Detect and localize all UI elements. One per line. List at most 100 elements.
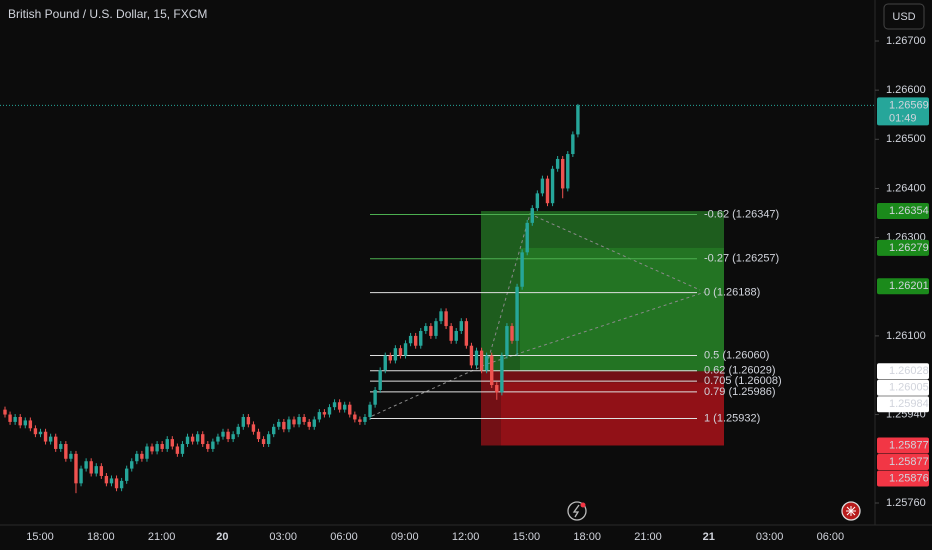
candle-body: [185, 436, 190, 445]
alert-icon[interactable]: [567, 501, 587, 521]
candle-body: [373, 389, 377, 405]
candle-body: [510, 326, 514, 341]
price-badge: [877, 453, 929, 470]
candle-body: [266, 434, 271, 445]
alert-dot[interactable]: [580, 502, 586, 508]
price-badge: [877, 470, 929, 487]
candle-body: [535, 193, 540, 209]
candle-body: [419, 330, 423, 346]
candle-body: [124, 468, 129, 481]
profit-zone: [520, 247, 724, 372]
candle-body: [221, 431, 225, 437]
candle-body: [190, 436, 195, 442]
current-price-label: 1.26569: [889, 99, 929, 111]
currency-label[interactable]: USD: [892, 11, 915, 23]
candle-body: [490, 355, 494, 386]
y-tick-label: 1.26600: [886, 84, 926, 96]
candle-body: [566, 154, 570, 189]
candle-body: [231, 434, 235, 440]
candle-body: [459, 321, 463, 331]
chart-title: British Pound / U.S. Dollar, 15, FXCM: [8, 7, 207, 21]
price-badge: [877, 437, 929, 454]
position-boxes: [481, 211, 724, 446]
x-tick-label: 12:00: [452, 531, 480, 543]
candle-body: [195, 434, 200, 442]
event-flag[interactable]: [846, 506, 856, 516]
x-tick-label: 21:00: [634, 531, 662, 543]
candle-body: [256, 431, 261, 440]
candle-body: [170, 439, 175, 447]
candle-body: [550, 168, 555, 204]
candle-body: [571, 134, 575, 155]
candle-body: [292, 419, 296, 425]
candle-body: [297, 416, 301, 425]
candle-body: [353, 414, 357, 420]
candle-body: [520, 252, 524, 287]
currency-button[interactable]: [883, 3, 925, 30]
candle-body: [89, 461, 93, 474]
candle-body: [241, 416, 245, 427]
candle-body: [287, 419, 291, 430]
candle-body: [342, 404, 347, 410]
candle-body: [474, 350, 479, 366]
candle-body: [277, 421, 281, 427]
candle-body: [104, 475, 109, 484]
event-icon[interactable]: [841, 501, 861, 521]
candle-body: [555, 158, 560, 169]
candle-body: [140, 453, 144, 459]
profit-zone: [481, 211, 724, 372]
candle-body: [358, 419, 362, 422]
x-tick-label: 18:00: [573, 531, 601, 543]
candle-body: [135, 453, 139, 462]
price-badge: [877, 379, 929, 396]
candle-body: [282, 421, 286, 430]
candle-body: [307, 421, 311, 427]
candle-body: [408, 335, 413, 344]
countdown-label: 01:49: [889, 112, 917, 124]
candle-body: [429, 326, 433, 336]
x-tick-label: 03:00: [269, 531, 297, 543]
candle-body: [403, 343, 408, 356]
fib-diagonal: [486, 291, 706, 365]
fib-trend-line: [371, 213, 701, 417]
candle-body: [444, 311, 448, 327]
candle-body: [160, 444, 164, 449]
candle-body: [484, 355, 489, 371]
price-badge-label: 1.26028: [889, 365, 929, 377]
candle-body: [18, 416, 22, 426]
x-tick-label: 15:00: [26, 531, 54, 543]
candle-body: [525, 222, 529, 253]
candle-body: [23, 420, 27, 426]
candle-body: [211, 441, 215, 449]
candle-body: [180, 444, 185, 454]
candle-body: [505, 326, 509, 356]
x-tick-label: 21:00: [148, 531, 176, 543]
candle-body: [322, 412, 327, 415]
price-badge-label: 1.25877: [889, 439, 929, 451]
x-tick-label: 20: [216, 531, 228, 543]
alert-circle[interactable]: [567, 501, 587, 521]
candle-body: [74, 453, 78, 484]
candle-body: [48, 436, 53, 442]
candle-body: [130, 461, 134, 469]
candle-body: [449, 326, 453, 341]
x-tick-label: 03:00: [756, 531, 784, 543]
fib-label: 0.62 (1.26029): [704, 365, 776, 377]
price-badge-label: 1.26279: [889, 242, 929, 254]
candle-body: [540, 178, 545, 194]
candle-body: [145, 446, 149, 459]
candle-body: [383, 355, 387, 371]
candle-body: [272, 426, 276, 435]
x-tick-label: 06:00: [817, 531, 845, 543]
candle-body: [155, 444, 159, 452]
alert-bolt[interactable]: [572, 504, 580, 518]
x-tick-label: 06:00: [330, 531, 358, 543]
price-badge: [877, 363, 929, 380]
candle-body: [495, 385, 499, 393]
candle-body: [216, 436, 220, 442]
candle-body: [464, 321, 469, 346]
x-tick-label: 18:00: [87, 531, 115, 543]
candle-body: [43, 431, 48, 442]
